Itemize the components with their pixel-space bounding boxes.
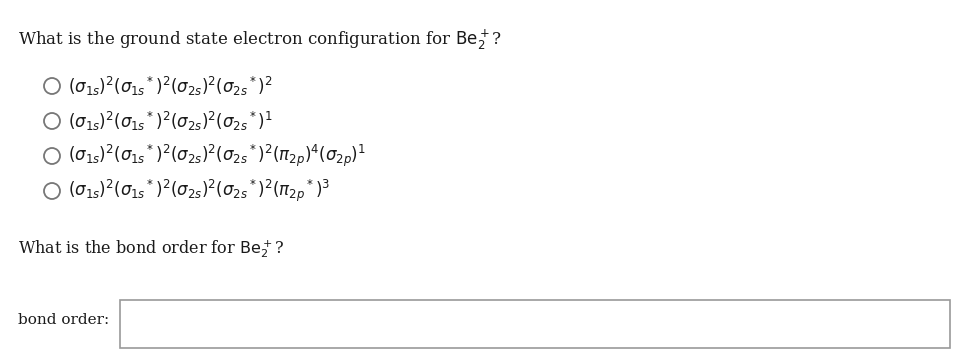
Text: bond order:: bond order: xyxy=(18,313,109,327)
Text: What is the bond order for $\mathrm{Be}_2^+$?: What is the bond order for $\mathrm{Be}_… xyxy=(18,238,284,260)
Text: $(\sigma_{1s})^2(\sigma_{1s}{}^*)^2(\sigma_{2s})^2(\sigma_{2s}{}^*)^1$: $(\sigma_{1s})^2(\sigma_{1s}{}^*)^2(\sig… xyxy=(68,110,273,132)
Text: What is the ground state electron configuration for $\mathrm{Be}_2^+$?: What is the ground state electron config… xyxy=(18,28,503,52)
Text: $(\sigma_{1s})^2(\sigma_{1s}{}^*)^2(\sigma_{2s})^2(\sigma_{2s}{}^*)^2$: $(\sigma_{1s})^2(\sigma_{1s}{}^*)^2(\sig… xyxy=(68,75,272,98)
Text: $(\sigma_{1s})^2(\sigma_{1s}{}^*)^2(\sigma_{2s})^2(\sigma_{2s}{}^*)^2(\pi_{2p})^: $(\sigma_{1s})^2(\sigma_{1s}{}^*)^2(\sig… xyxy=(68,143,366,169)
Text: $(\sigma_{1s})^2(\sigma_{1s}{}^*)^2(\sigma_{2s})^2(\sigma_{2s}{}^*)^2(\pi_{2p}{}: $(\sigma_{1s})^2(\sigma_{1s}{}^*)^2(\sig… xyxy=(68,178,330,204)
Bar xyxy=(120,300,950,348)
